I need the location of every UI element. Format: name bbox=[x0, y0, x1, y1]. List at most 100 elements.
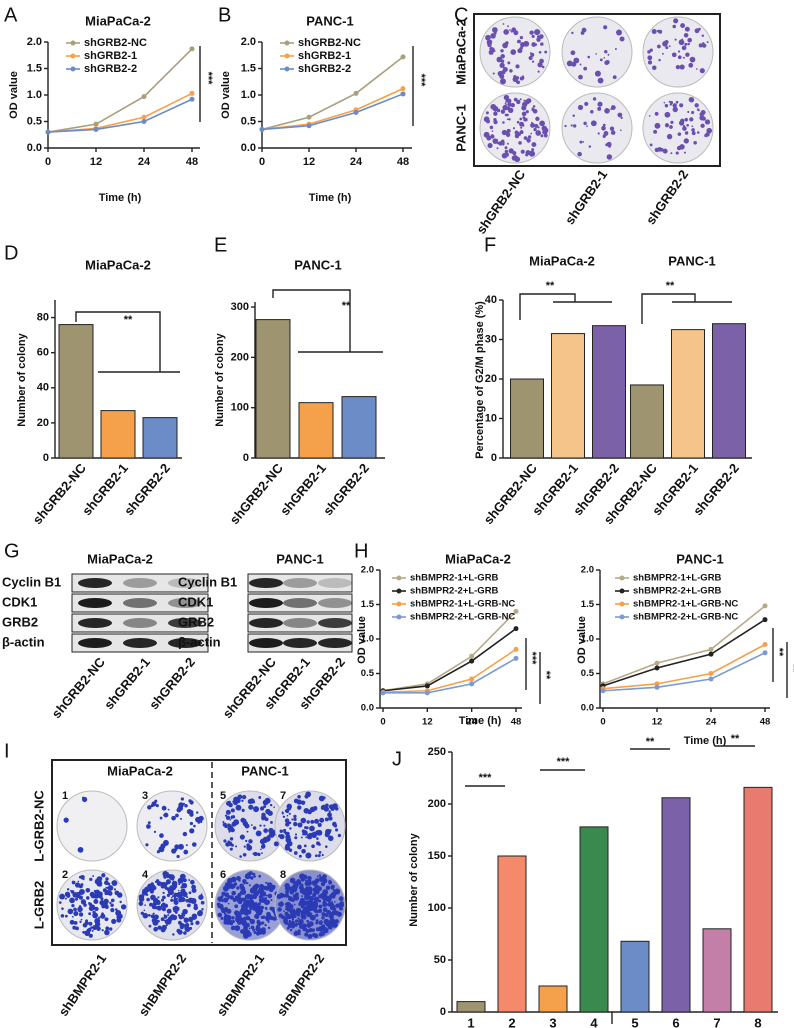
colony bbox=[167, 913, 170, 916]
colony bbox=[69, 919, 75, 925]
colony bbox=[73, 911, 79, 917]
colony bbox=[680, 23, 686, 28]
legend-marker bbox=[396, 588, 402, 594]
colony bbox=[318, 874, 322, 877]
x-axis-label: Time (h) bbox=[309, 192, 352, 204]
colony bbox=[146, 897, 150, 902]
colony bbox=[229, 837, 234, 841]
colony bbox=[167, 888, 174, 895]
colony bbox=[315, 919, 319, 923]
colony bbox=[91, 929, 94, 932]
colony bbox=[180, 897, 186, 902]
colony bbox=[502, 66, 508, 73]
colony bbox=[180, 797, 184, 801]
colony bbox=[260, 844, 266, 849]
colony bbox=[504, 102, 507, 105]
blot-band bbox=[249, 598, 283, 608]
colony bbox=[278, 902, 283, 907]
colony bbox=[594, 70, 601, 77]
colony bbox=[220, 907, 223, 911]
colony bbox=[267, 926, 271, 930]
data-point bbox=[141, 114, 147, 120]
colony bbox=[502, 23, 505, 25]
colony bbox=[523, 40, 530, 47]
colony bbox=[599, 58, 603, 62]
colony bbox=[116, 917, 122, 923]
well-number: 1 bbox=[62, 790, 68, 802]
colony bbox=[647, 55, 653, 61]
colony bbox=[99, 877, 102, 880]
row-label: MiaPaCa-2 bbox=[453, 19, 468, 85]
colony bbox=[243, 845, 246, 848]
colony bbox=[674, 106, 677, 110]
colony bbox=[658, 58, 661, 62]
colony bbox=[199, 820, 203, 824]
blot-row-label: Cyclin B1 bbox=[178, 574, 237, 589]
colony bbox=[504, 152, 509, 157]
colony bbox=[310, 912, 313, 915]
colony bbox=[248, 871, 253, 875]
colony bbox=[313, 891, 317, 895]
bar bbox=[510, 378, 544, 459]
colony bbox=[66, 893, 71, 898]
colony bbox=[182, 891, 188, 898]
y-tick-label: 0.0 bbox=[581, 703, 594, 714]
colony bbox=[531, 34, 535, 38]
colony bbox=[105, 926, 110, 931]
colony bbox=[294, 881, 300, 887]
colony bbox=[75, 897, 79, 901]
cell-line-label: PANC-1 bbox=[241, 763, 288, 778]
colony bbox=[532, 105, 536, 108]
legend-marker bbox=[619, 614, 625, 620]
colony bbox=[85, 896, 90, 900]
y-tick-label: 1.0 bbox=[241, 89, 256, 101]
colony bbox=[170, 896, 173, 899]
colony bbox=[73, 921, 78, 925]
culture-plate bbox=[642, 16, 714, 88]
colony bbox=[195, 920, 200, 925]
colony bbox=[500, 109, 506, 114]
colony bbox=[246, 843, 250, 847]
colony bbox=[526, 98, 532, 104]
colony bbox=[524, 136, 528, 140]
colony bbox=[664, 111, 671, 118]
colony bbox=[328, 910, 331, 914]
colony bbox=[305, 879, 308, 882]
colony bbox=[241, 808, 245, 812]
colony bbox=[300, 800, 306, 805]
colony bbox=[109, 901, 112, 905]
colony bbox=[89, 877, 93, 882]
colony bbox=[175, 897, 179, 900]
colony bbox=[147, 821, 151, 825]
colony bbox=[180, 886, 183, 889]
colony bbox=[298, 918, 304, 925]
colony bbox=[572, 114, 575, 117]
x-tick-label: 48 bbox=[186, 156, 198, 168]
bar bbox=[743, 786, 773, 1013]
colony bbox=[78, 892, 82, 895]
y-axis-label: Percentage of G2/M phase (%) bbox=[474, 301, 486, 459]
colony bbox=[648, 115, 651, 117]
colony bbox=[265, 894, 268, 897]
colony bbox=[110, 903, 114, 907]
colony bbox=[253, 806, 260, 813]
colony bbox=[161, 906, 167, 912]
data-point bbox=[469, 681, 475, 687]
colony bbox=[178, 883, 181, 886]
data-point bbox=[762, 603, 768, 609]
colony bbox=[177, 893, 183, 899]
colony bbox=[245, 839, 248, 843]
colony bbox=[259, 824, 262, 827]
colony bbox=[159, 833, 164, 838]
colony bbox=[261, 812, 266, 818]
colony bbox=[674, 38, 677, 41]
blot-band bbox=[249, 578, 283, 588]
y-tick-label: 1.5 bbox=[581, 599, 595, 610]
legend-label: shBMPR2-2+L-GRB-NC bbox=[410, 612, 515, 623]
colony bbox=[513, 30, 519, 36]
colony bbox=[322, 796, 326, 800]
blot-band bbox=[78, 638, 112, 648]
colony bbox=[150, 894, 156, 901]
colony bbox=[662, 148, 668, 154]
y-tick-label: 250 bbox=[428, 746, 446, 758]
